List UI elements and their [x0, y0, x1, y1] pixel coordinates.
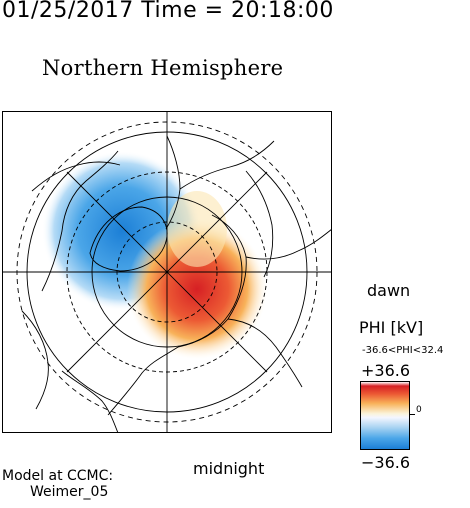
- colorbar-range: -36.6<PHI<32.4: [362, 345, 444, 356]
- model-name: Weimer_05: [30, 484, 109, 500]
- dawn-label: dawn: [367, 281, 411, 300]
- colorbar-title: PHI [kV]: [359, 318, 424, 337]
- colorbar-zero-tick: [410, 414, 415, 415]
- polar-map: [2, 111, 332, 433]
- model-credit: Model at CCMC:: [2, 468, 114, 484]
- positive-potential-cell: [127, 219, 267, 359]
- page-title: Northern Hemisphere: [42, 56, 284, 80]
- colorbar: [360, 381, 410, 450]
- colorbar-zero-label: 0: [416, 405, 422, 415]
- midnight-label: midnight: [193, 459, 265, 478]
- colorbar-min: −36.6: [361, 453, 411, 472]
- meridian-lines: [2, 111, 332, 433]
- coastlines: [21, 135, 332, 433]
- timestamp: 01/25/2017 Time = 20:18:00: [2, 0, 334, 23]
- colorbar-max: +36.6: [361, 361, 411, 380]
